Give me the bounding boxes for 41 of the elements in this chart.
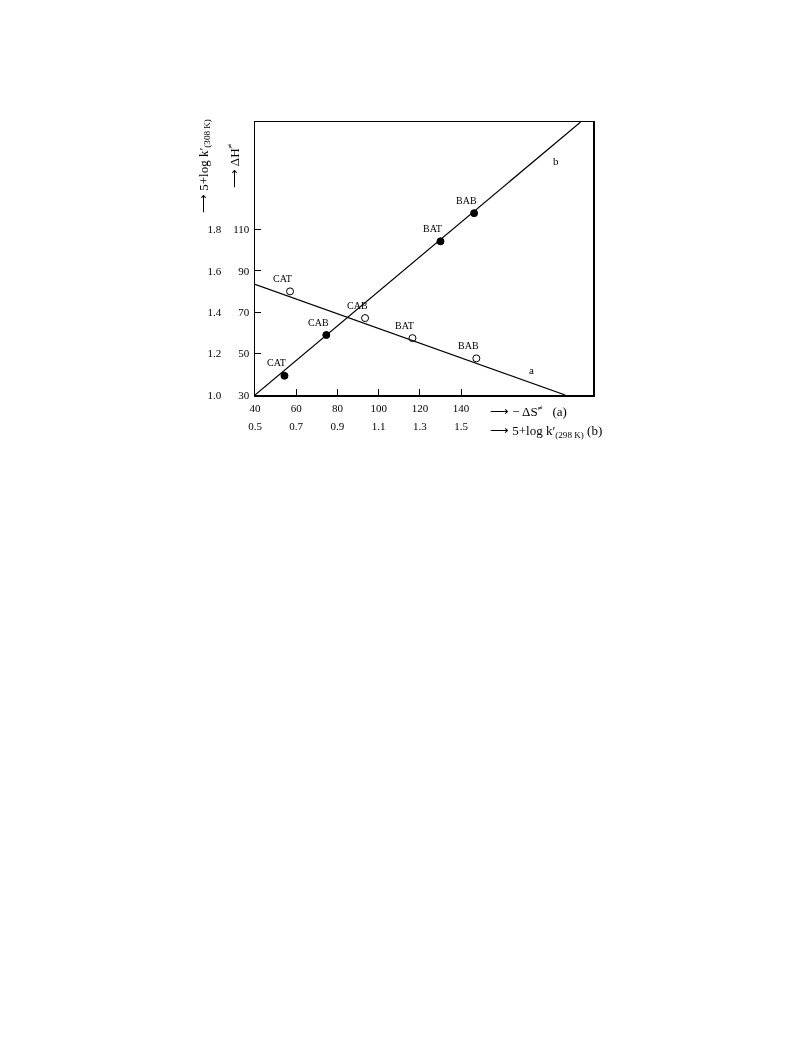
x-axis-title: ⟶ 5+log k′$_{(298 K)}$ (b) xyxy=(490,423,603,440)
data-label: BAT xyxy=(395,320,414,331)
x-tick-label: 60 xyxy=(290,401,303,414)
series-label: b xyxy=(553,155,559,167)
x-tick-label: 0.5 xyxy=(248,419,263,432)
data-label: BAB xyxy=(458,340,479,351)
x-tick-label: 40 xyxy=(249,401,261,414)
y-tick-label: 1.0 xyxy=(207,388,222,401)
point xyxy=(361,314,370,323)
y-tick-label: 30 xyxy=(238,388,250,401)
x-tick-label: 100 xyxy=(370,401,388,414)
x-tick-label: 120 xyxy=(411,401,429,414)
x-tick-label: 1.5 xyxy=(454,419,469,432)
y-tick-label: 70 xyxy=(238,306,250,319)
point xyxy=(472,354,481,363)
y-tick-label: 50 xyxy=(238,347,250,360)
data-label: BAT xyxy=(423,223,442,234)
y-tick-label: 1.4 xyxy=(207,306,222,319)
point xyxy=(322,331,331,340)
y-tick-label: 1.8 xyxy=(207,223,222,236)
x-tick-label: 1.3 xyxy=(413,419,428,432)
series-label: a xyxy=(529,364,534,376)
point xyxy=(280,371,289,380)
y-tick-label: 1.6 xyxy=(207,264,222,277)
x-tick-label: 140 xyxy=(452,401,470,414)
y-tick-label: 1.2 xyxy=(207,347,222,360)
point xyxy=(408,334,417,343)
point xyxy=(436,237,445,246)
x-tick-label: 0.9 xyxy=(330,419,345,432)
x-tick-label: 0.7 xyxy=(289,419,304,432)
point xyxy=(286,287,295,296)
x-tick-label: 1.1 xyxy=(371,419,386,432)
y-tick-label: 110 xyxy=(233,223,250,236)
x-tick-label: 80 xyxy=(331,401,344,414)
data-label: CAT xyxy=(273,273,292,284)
data-label: CAB xyxy=(308,317,329,328)
point xyxy=(470,209,479,218)
data-label: CAT xyxy=(267,357,286,368)
y-tick-label: 90 xyxy=(238,264,250,277)
data-label: BAB xyxy=(456,195,477,206)
x-axis-title: ⟶ − ΔS$^{≠}$ (a) xyxy=(490,403,567,420)
